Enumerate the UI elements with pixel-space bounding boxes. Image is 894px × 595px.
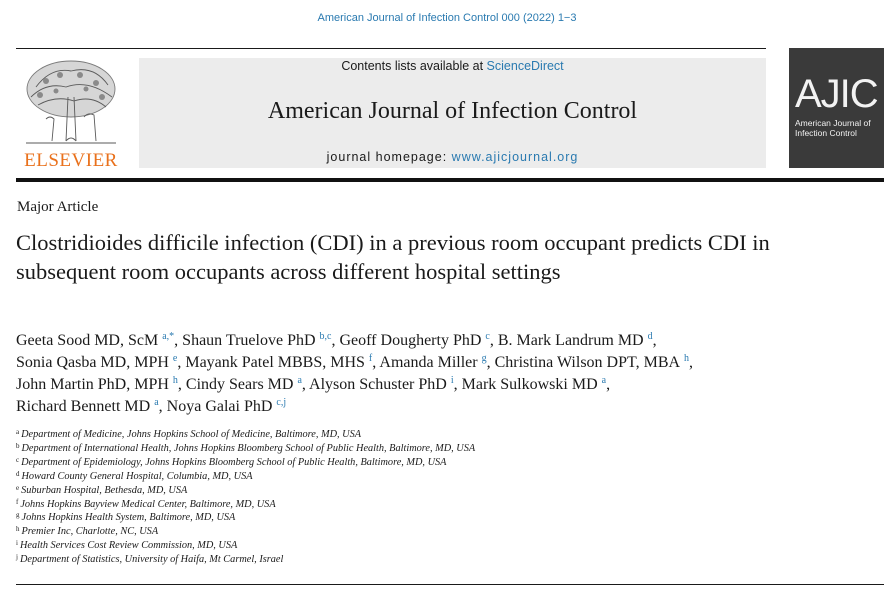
author-separator: , bbox=[331, 332, 340, 349]
affiliation-mark: g bbox=[16, 511, 20, 520]
author-name: John Martin PhD, MPH bbox=[16, 376, 169, 393]
affiliation-mark: h bbox=[16, 525, 20, 534]
affiliation-marker[interactable]: c,j bbox=[276, 397, 287, 408]
article-title: Clostridioides difficile infection (CDI)… bbox=[16, 230, 770, 284]
journal-name: American Journal of Infection Control bbox=[267, 98, 638, 124]
affiliation-item: f Johns Hopkins Bayview Medical Center, B… bbox=[16, 498, 886, 512]
affiliation-text: Johns Hopkins Bayview Medical Center, Ba… bbox=[20, 498, 276, 510]
author-line: Geeta Sood MD, ScM a,*, Shaun Truelove P… bbox=[16, 330, 886, 352]
elsevier-tree-logo[interactable] bbox=[16, 57, 126, 169]
affiliation-text: Johns Hopkins Health System, Baltimore, … bbox=[21, 512, 236, 524]
affiliation-marker[interactable]: a bbox=[601, 375, 607, 386]
bottom-rule bbox=[16, 584, 884, 585]
affiliation-marker[interactable]: a,* bbox=[162, 331, 175, 342]
affiliation-mark: e bbox=[16, 483, 20, 492]
affiliation-marker[interactable]: f bbox=[368, 353, 373, 364]
affiliation-item: i Health Services Cost Review Commission,… bbox=[16, 539, 886, 553]
author-separator: , bbox=[301, 376, 310, 393]
affiliation-item: d Howard County General Hospital, Columbi… bbox=[16, 470, 886, 484]
author-separator: , bbox=[177, 354, 186, 371]
affiliation-mark: j bbox=[16, 553, 18, 562]
affiliation-marker[interactable]: d bbox=[647, 331, 653, 342]
affiliation-marker[interactable]: a bbox=[297, 375, 302, 386]
elsevier-wordmark: ELSEVIER bbox=[24, 150, 118, 171]
journal-citation-link[interactable]: American Journal of Infection Control 00… bbox=[317, 12, 577, 24]
author-name: Noya Galai PhD bbox=[166, 398, 273, 415]
author-separator: , bbox=[453, 376, 462, 393]
cover-journal-name: American Journal of Infection Control bbox=[795, 118, 885, 138]
sciencedirect-link[interactable]: ScienceDirect bbox=[486, 59, 564, 73]
affiliation-mark: d bbox=[16, 469, 20, 478]
affiliation-mark: c bbox=[16, 455, 20, 464]
tree-icon bbox=[26, 60, 116, 144]
article-type: Major Article bbox=[17, 199, 99, 215]
author-list: Geeta Sood MD, ScM a,*, Shaun Truelove P… bbox=[16, 330, 886, 418]
affiliation-text: Health Services Cost Review Commission, … bbox=[19, 540, 238, 552]
affiliation-mark: a bbox=[16, 428, 20, 436]
affiliation-text: Department of Statistics, University of … bbox=[19, 554, 284, 566]
affiliation-list: a Department of Medicine, Johns Hopkins S… bbox=[16, 428, 886, 567]
author-name: Geeta Sood MD, ScM bbox=[16, 332, 159, 349]
author-name: Amanda Miller bbox=[379, 354, 478, 371]
journal-homepage-link[interactable]: www.ajicjournal.org bbox=[451, 150, 579, 164]
author-name: B. Mark Landrum MD bbox=[497, 332, 644, 349]
author-line: John Martin PhD, MPH h, Cindy Sears MD a… bbox=[16, 374, 886, 396]
author-name: Richard Bennett MD bbox=[16, 398, 151, 415]
contents-line: Contents lists available at ScienceDirec… bbox=[139, 59, 766, 73]
affiliation-marker[interactable]: i bbox=[450, 375, 454, 386]
author-name: Mark Sulkowski MD bbox=[461, 376, 598, 393]
author-separator: , bbox=[486, 354, 495, 371]
affiliation-text: Department of Medicine, Johns Hopkins Sc… bbox=[21, 429, 362, 440]
author-name: Sonia Qasba MD, MPH bbox=[16, 354, 169, 371]
top-rule bbox=[16, 48, 766, 49]
author-separator: , bbox=[158, 398, 167, 415]
contents-prefix: Contents lists available at bbox=[341, 59, 487, 73]
affiliation-marker[interactable]: b,c bbox=[319, 331, 332, 342]
affiliation-mark: f bbox=[16, 497, 19, 506]
affiliation-item: c Department of Epidemiology, Johns Hopki… bbox=[16, 456, 886, 470]
author-separator: , bbox=[177, 376, 186, 393]
author-name: Alyson Schuster PhD bbox=[309, 376, 447, 393]
affiliation-item: a Department of Medicine, Johns Hopkins S… bbox=[16, 428, 886, 442]
author-name: Shaun Truelove PhD bbox=[182, 332, 316, 349]
affiliation-text: Department of Epidemiology, Johns Hopkin… bbox=[21, 456, 447, 468]
affiliation-text: Premier Inc, Charlotte, NC, USA bbox=[21, 526, 159, 538]
author-separator: , bbox=[174, 332, 183, 349]
affiliation-text: Department of International Health, John… bbox=[21, 442, 476, 454]
homepage-prefix: journal homepage: bbox=[326, 150, 452, 164]
affiliation-marker[interactable]: e bbox=[172, 353, 178, 364]
author-name: Cindy Sears MD bbox=[185, 376, 294, 393]
affiliation-marker[interactable]: h bbox=[172, 375, 178, 386]
cover-line-1: American Journal of bbox=[795, 118, 871, 128]
affiliation-item: g Johns Hopkins Health System, Baltimore,… bbox=[16, 511, 886, 525]
affiliation-item: b Department of International Health, Joh… bbox=[16, 442, 886, 456]
affiliation-marker[interactable]: a bbox=[154, 397, 159, 408]
affiliation-marker[interactable]: c bbox=[485, 331, 490, 342]
affiliation-item: e Suburban Hospital, Bethesda, MD, USA bbox=[16, 484, 886, 498]
header-divider bbox=[16, 178, 884, 182]
affiliation-mark: b bbox=[16, 441, 20, 450]
affiliation-text: Suburban Hospital, Bethesda, MD, USA bbox=[21, 484, 188, 496]
author-name: Mayank Patel MBBS, MHS bbox=[185, 354, 365, 371]
cover-line-2: Infection Control bbox=[795, 128, 857, 138]
author-separator: , bbox=[652, 332, 657, 349]
affiliation-marker[interactable]: h bbox=[684, 353, 690, 364]
author-separator: , bbox=[372, 354, 380, 371]
affiliation-item: h Premier Inc, Charlotte, NC, USA bbox=[16, 525, 886, 539]
affiliation-marker[interactable]: g bbox=[481, 353, 487, 364]
homepage-line: journal homepage: www.ajicjournal.org bbox=[139, 150, 766, 164]
affiliation-mark: i bbox=[16, 539, 18, 548]
author-separator: , bbox=[606, 376, 611, 393]
author-separator: , bbox=[689, 354, 694, 371]
cover-abbreviation: AJIC bbox=[795, 72, 879, 116]
journal-masthead: Contents lists available at ScienceDirec… bbox=[139, 58, 766, 168]
affiliation-item: j Department of Statistics, University of… bbox=[16, 553, 886, 567]
author-name: Christina Wilson DPT, MBA bbox=[494, 354, 681, 371]
journal-cover-thumbnail[interactable]: AJIC American Journal of Infection Contr… bbox=[789, 48, 884, 168]
author-line: Sonia Qasba MD, MPH e, Mayank Patel MBBS… bbox=[16, 352, 886, 374]
affiliation-text: Howard County General Hospital, Columbia… bbox=[21, 470, 253, 482]
author-separator: , bbox=[489, 332, 498, 349]
author-line: Richard Bennett MD a, Noya Galai PhD c,j bbox=[16, 396, 886, 418]
author-name: Geoff Dougherty PhD bbox=[339, 332, 482, 349]
